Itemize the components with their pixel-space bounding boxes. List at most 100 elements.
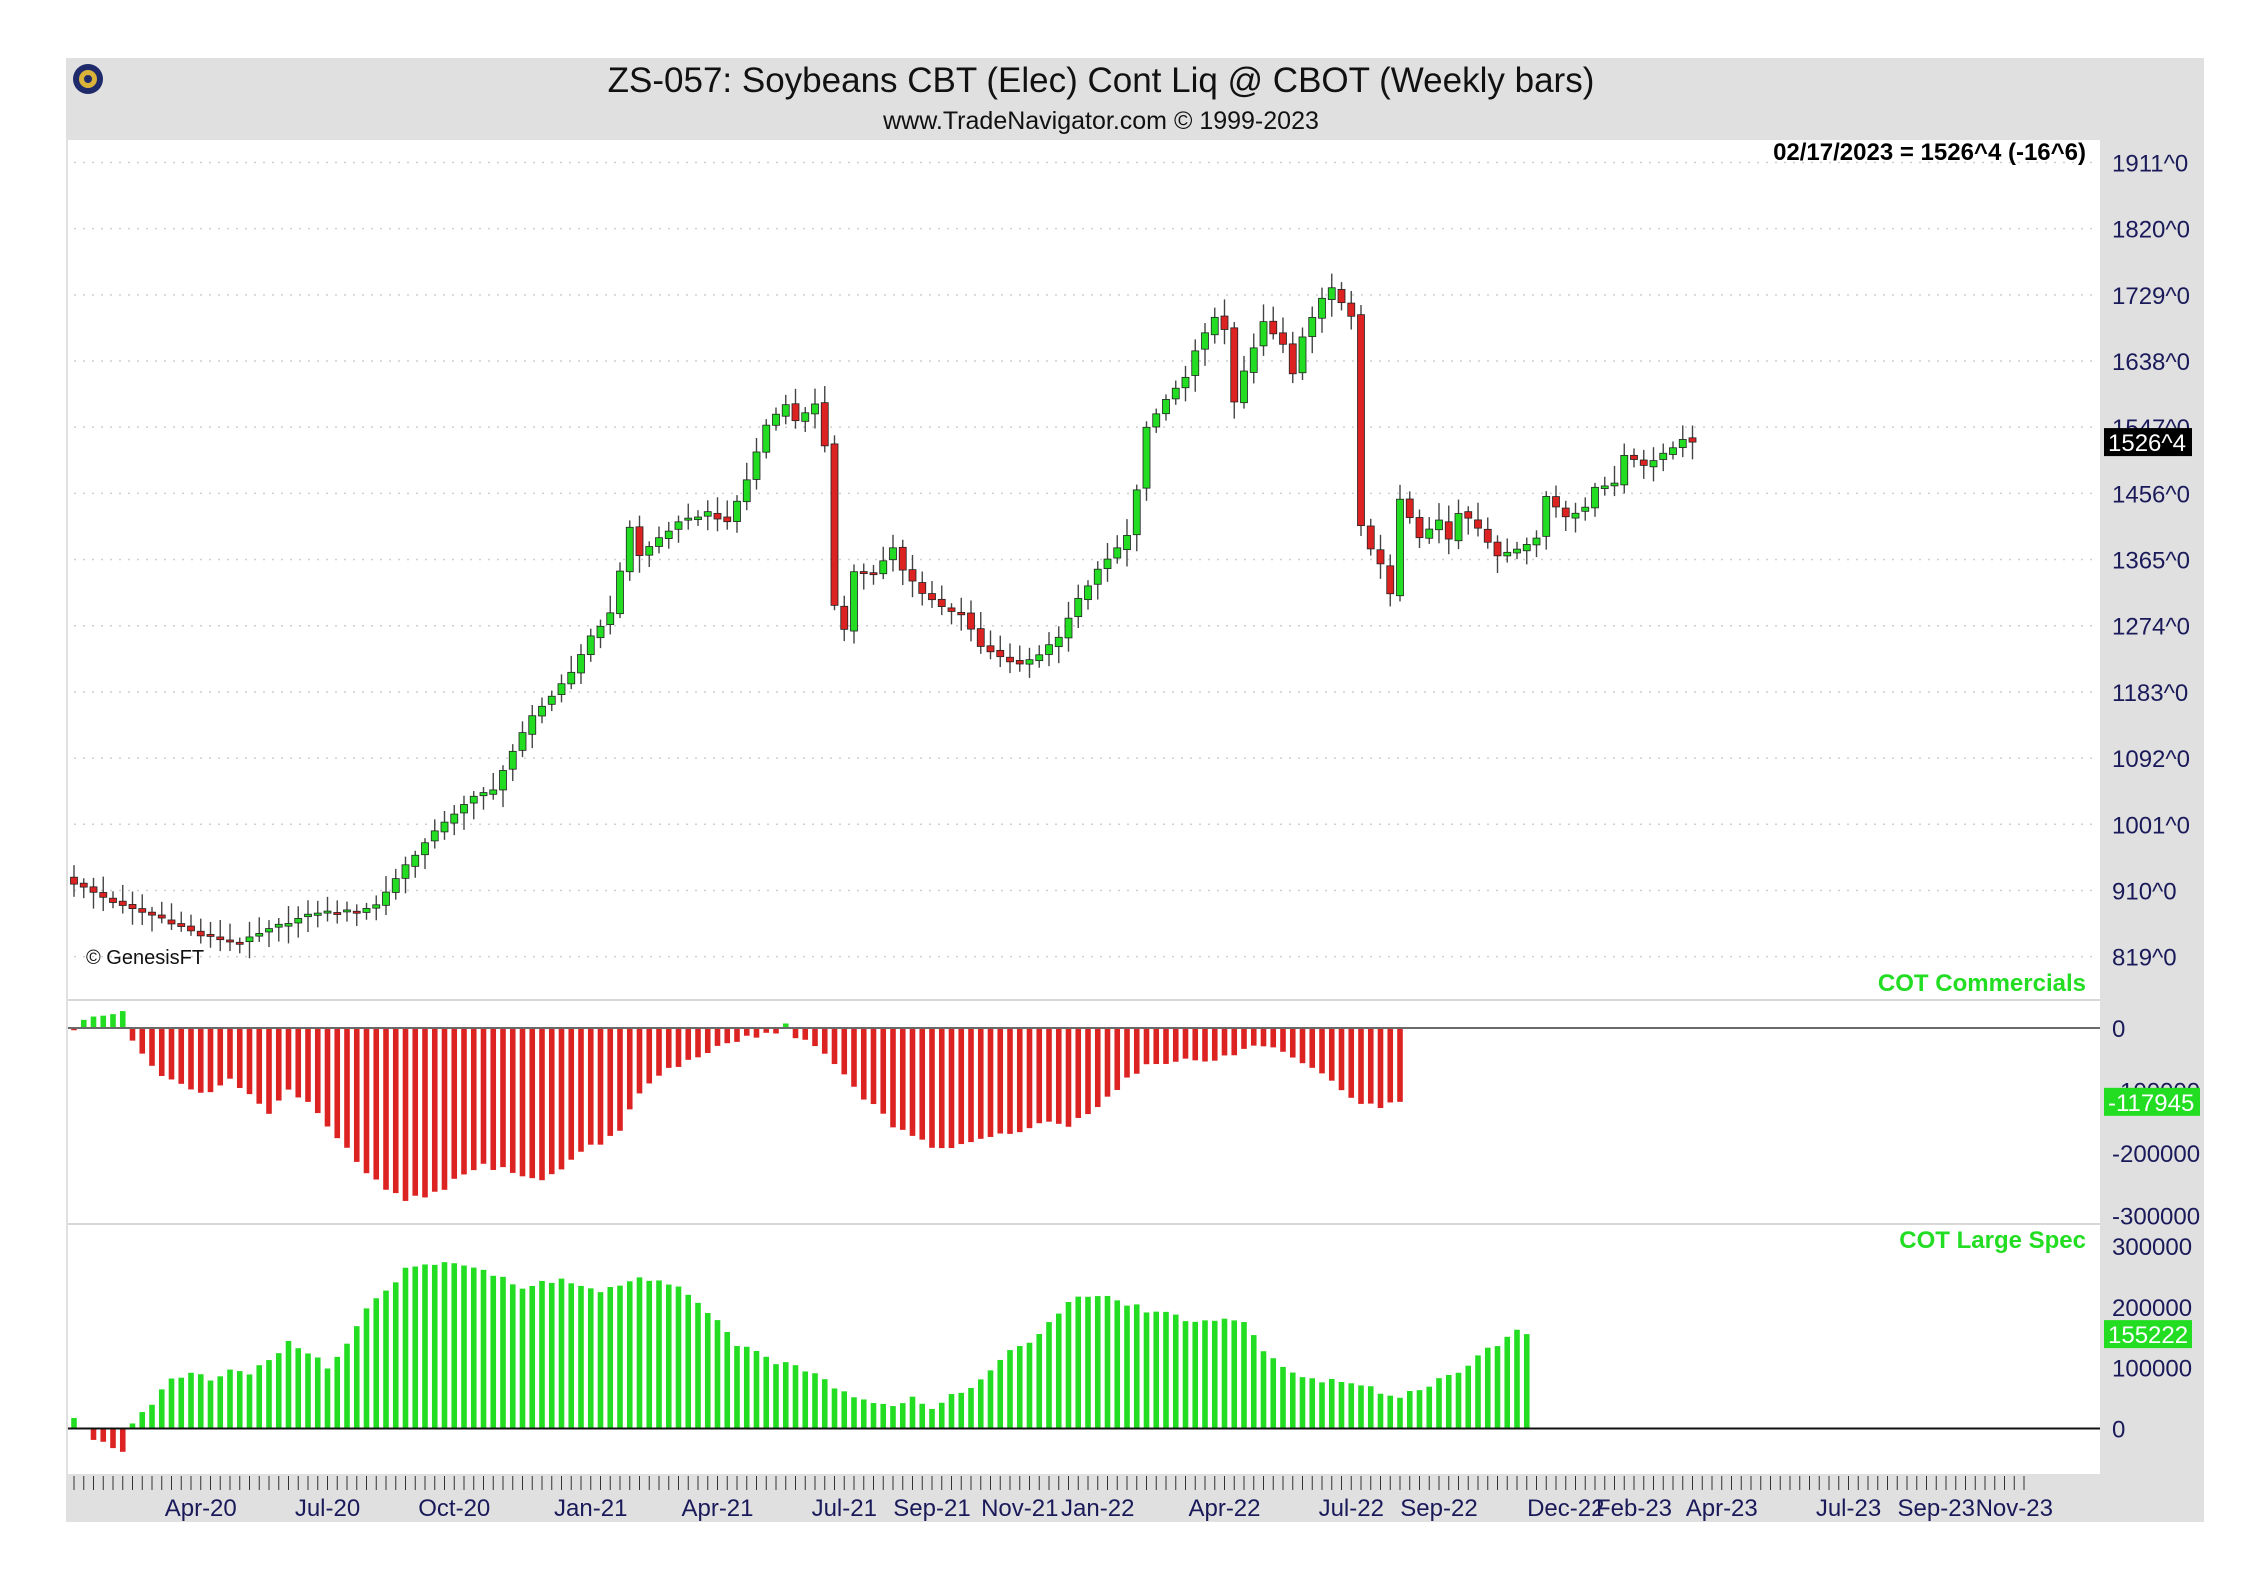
candle-body <box>889 547 897 561</box>
candle-body <box>791 403 800 422</box>
candle-body <box>1327 287 1336 300</box>
large-spec-bar <box>1241 1322 1247 1429</box>
commercials-bar <box>207 1028 214 1093</box>
candle-body <box>1006 656 1014 663</box>
commercials-y-tick: -300000 <box>2112 1204 2200 1231</box>
commercials-bar <box>578 1028 584 1152</box>
price-y-tick: 910^0 <box>2112 878 2177 905</box>
x-tick-label: Apr-20 <box>165 1495 237 1522</box>
candle-body <box>1464 511 1473 519</box>
candle-body <box>1259 321 1268 347</box>
commercials-bar <box>938 1028 945 1149</box>
large-spec-bar <box>1338 1381 1345 1429</box>
frame-left <box>66 58 68 1522</box>
commercials-bar <box>802 1028 809 1040</box>
large-spec-bar <box>899 1403 906 1429</box>
large-spec-bar <box>383 1290 389 1429</box>
candle-body <box>265 928 273 933</box>
large-spec-bar <box>236 1371 243 1429</box>
price-y-tick: 1001^0 <box>2112 812 2190 839</box>
commercials-bar <box>821 1028 828 1054</box>
candle-body <box>811 403 819 415</box>
y-axes: 1911^01820^01729^01638^01547^01456^01365… <box>2112 150 2200 1443</box>
commercials-bar <box>334 1028 341 1139</box>
commercials-bar <box>773 1028 779 1034</box>
candle-body <box>1240 370 1248 404</box>
commercials-bar <box>392 1028 399 1194</box>
large-spec-bar <box>100 1428 107 1442</box>
candle-body <box>1074 597 1083 618</box>
large-spec-bar <box>938 1402 945 1429</box>
candle-body <box>1210 316 1219 336</box>
commercials-bar <box>626 1028 633 1110</box>
large-spec-bar <box>1465 1365 1472 1429</box>
candle-body <box>411 854 420 867</box>
large-spec-y-tick: 200000 <box>2112 1295 2192 1322</box>
candle-body <box>742 479 751 503</box>
candle-body <box>79 882 88 888</box>
large-spec-bar <box>470 1267 477 1429</box>
candle-body <box>1405 498 1414 518</box>
large-spec-bar <box>870 1403 877 1429</box>
commercials-bar <box>714 1028 721 1046</box>
candle-body <box>1054 636 1063 648</box>
chart-title: ZS-057: Soybeans CBT (Elec) Cont Liq @ C… <box>608 61 1595 100</box>
candle-body <box>226 939 234 943</box>
candle-body <box>655 537 663 547</box>
large-spec-bar <box>1426 1386 1433 1429</box>
commercials-bar <box>919 1028 926 1140</box>
candle-body <box>957 611 966 616</box>
candle-body <box>1425 528 1434 539</box>
commercials-bar <box>597 1028 604 1145</box>
commercials-bar <box>90 1016 97 1029</box>
large-spec-bar <box>890 1406 896 1429</box>
large-spec-bar <box>665 1284 672 1429</box>
large-spec-bar <box>324 1368 331 1429</box>
candle-body <box>245 936 254 943</box>
candle-body <box>469 795 478 804</box>
candle-body <box>1249 347 1258 373</box>
commercials-bar <box>1387 1028 1394 1103</box>
commercials-bar <box>1153 1028 1160 1065</box>
candle-body <box>1015 660 1024 665</box>
candle-body <box>1142 426 1151 489</box>
commercials-bar <box>461 1028 467 1175</box>
commercials-bar <box>149 1028 155 1066</box>
large-spec-bar <box>860 1399 867 1429</box>
candle-body <box>1084 585 1092 601</box>
tradenavigator-logo-icon <box>73 64 103 94</box>
large-spec-bar <box>539 1280 545 1429</box>
large-spec-bar <box>509 1284 516 1429</box>
large-spec-bar <box>500 1276 506 1429</box>
candle-body <box>947 607 956 612</box>
large-spec-bar <box>880 1403 887 1429</box>
candle-body <box>343 909 351 913</box>
large-spec-bar <box>1065 1302 1072 1429</box>
large-spec-bar <box>227 1369 233 1429</box>
large-spec-bar <box>1133 1304 1140 1429</box>
price-grid <box>74 161 2096 958</box>
large-spec-y-tick: 0 <box>2112 1417 2125 1444</box>
large-spec-bar <box>1085 1296 1091 1429</box>
x-tick-label: Jul-22 <box>1319 1495 1384 1522</box>
commercials-y-tick: 0 <box>2112 1016 2125 1043</box>
commercials-bar <box>1348 1028 1355 1098</box>
large-spec-bar <box>587 1288 594 1429</box>
candle-body <box>372 904 381 909</box>
large-spec-bar <box>753 1350 760 1429</box>
commercials-bar <box>100 1015 107 1029</box>
large-spec-bar <box>724 1331 731 1429</box>
commercials-bar <box>529 1028 536 1179</box>
large-spec-bar <box>139 1412 146 1429</box>
large-spec-bar <box>821 1379 828 1429</box>
candle-body <box>313 912 322 916</box>
candle-body <box>333 912 342 915</box>
price-y-tick: 1456^0 <box>2112 481 2190 508</box>
commercials-bar <box>1270 1028 1277 1048</box>
large-spec-bar <box>1436 1378 1442 1429</box>
commercials-bar <box>285 1028 292 1090</box>
candle-body <box>1093 568 1102 585</box>
candle-body <box>1474 519 1482 529</box>
commercials-bar <box>197 1028 204 1093</box>
large-spec-bar <box>802 1371 809 1429</box>
